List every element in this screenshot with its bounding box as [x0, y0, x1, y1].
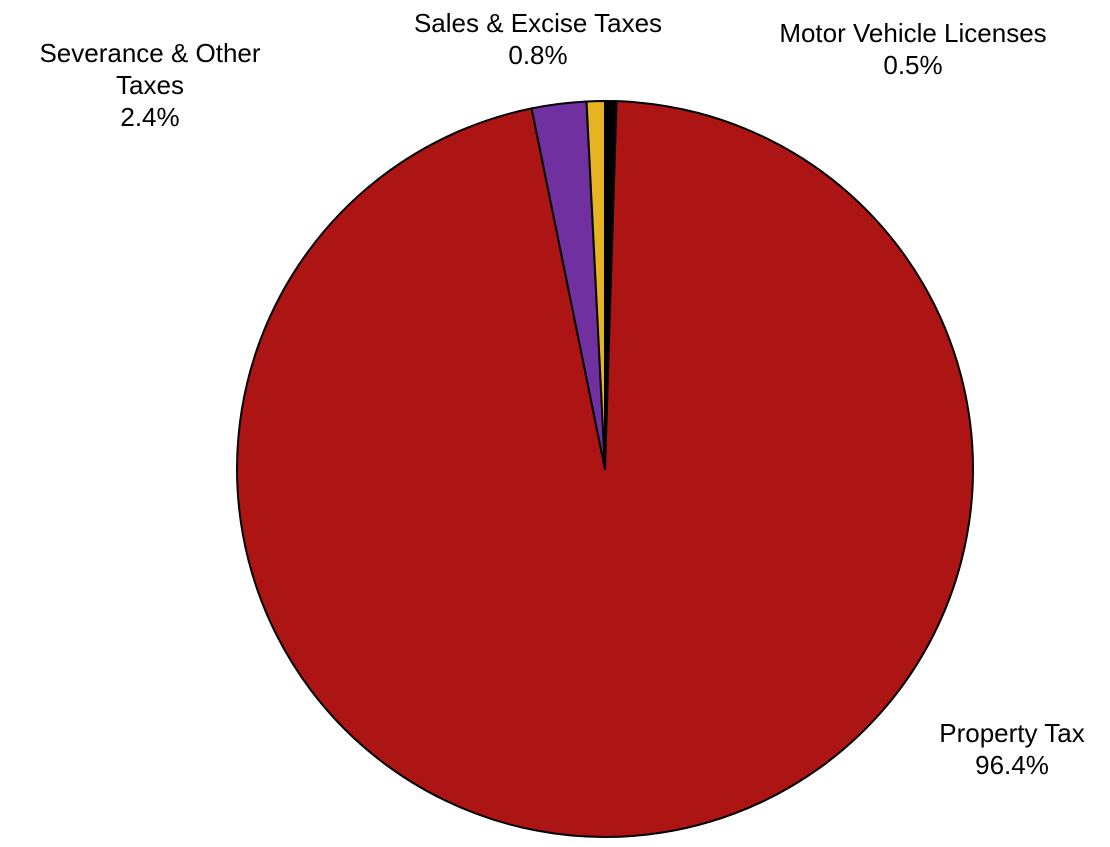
slice-value-label: 0.5% [883, 50, 942, 80]
slice-name-label: Sales & Excise Taxes [414, 8, 662, 38]
slice-name-label: Severance & Other [39, 38, 260, 68]
slice-value-label: 96.4% [975, 750, 1049, 780]
slice-value-label: 0.8% [508, 40, 567, 70]
slice-name-label: Property Tax [939, 718, 1084, 748]
pie-slice-sales-and-excise-taxes [585, 99, 606, 470]
slice-name-label: Taxes [116, 70, 184, 100]
slice-value-label: 2.4% [120, 102, 179, 132]
slice-name-label: Motor Vehicle Licenses [779, 18, 1046, 48]
pie-slices [236, 99, 974, 838]
